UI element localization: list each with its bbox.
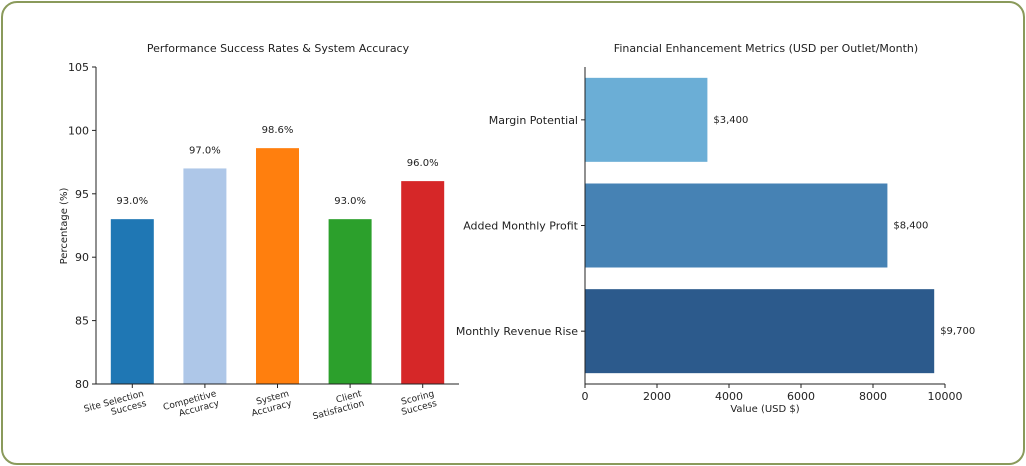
bar-value-label-1: 97.0% (189, 145, 221, 156)
hbar-value-label-2: $9,700 (940, 326, 975, 337)
x-tick-label-1: 2000 (643, 390, 671, 403)
bar-2 (256, 148, 299, 384)
x-tick-label-4: 8000 (859, 390, 887, 403)
left-chart-ylabel: Percentage (%) (59, 188, 70, 265)
y-tick-label-1: 85 (75, 315, 89, 328)
bar-4 (401, 181, 445, 384)
bar-value-label-4: 96.0% (407, 158, 439, 169)
right-chart-title: Financial Enhancement Metrics (USD per O… (614, 42, 918, 55)
y-tick-label-2: 90 (75, 251, 89, 264)
x-tick-label-5: 10000 (928, 390, 963, 403)
x-tick-label-4: ScoringSuccess (398, 389, 438, 418)
x-tick-label-3: 6000 (787, 390, 815, 403)
bar-1 (183, 168, 227, 384)
y-tick-label-3: 95 (75, 188, 89, 201)
x-tick-label-3: ClientSatisfaction (309, 389, 366, 422)
hbar-value-label-1: $8,400 (893, 221, 928, 232)
y-tick-label-0: Margin Potential (489, 114, 578, 127)
y-tick-label-4: 100 (68, 124, 89, 137)
bar-0 (110, 219, 154, 384)
hbar-value-label-0: $3,400 (713, 115, 748, 126)
x-tick-label-2: SystemAccuracy (248, 389, 294, 419)
x-tick-label-0: 0 (582, 390, 589, 403)
right-chart: Financial Enhancement Metrics (USD per O… (456, 42, 975, 415)
right-chart-xlabel: Value (USD $) (730, 404, 799, 415)
hbar-0 (585, 77, 708, 162)
hbar-2 (585, 289, 935, 374)
y-tick-label-1: Added Monthly Profit (463, 220, 578, 233)
y-tick-label-0: 80 (75, 378, 89, 391)
y-tick-label-2: Monthly Revenue Rise (456, 325, 578, 338)
bar-value-label-3: 93.0% (334, 196, 366, 207)
left-chart: Performance Success Rates & System Accur… (59, 42, 459, 424)
y-tick-label-5: 105 (68, 61, 89, 74)
bar-value-label-2: 98.6% (262, 125, 294, 136)
hbar-1 (585, 183, 888, 268)
bar-3 (328, 219, 372, 384)
bar-value-label-0: 93.0% (116, 196, 148, 207)
x-tick-label-2: 4000 (715, 390, 743, 403)
left-chart-title: Performance Success Rates & System Accur… (147, 42, 410, 55)
x-tick-label-0: Site SelectionSuccess (83, 389, 148, 424)
x-tick-label-1: CompetitiveAccuracy (162, 389, 221, 423)
